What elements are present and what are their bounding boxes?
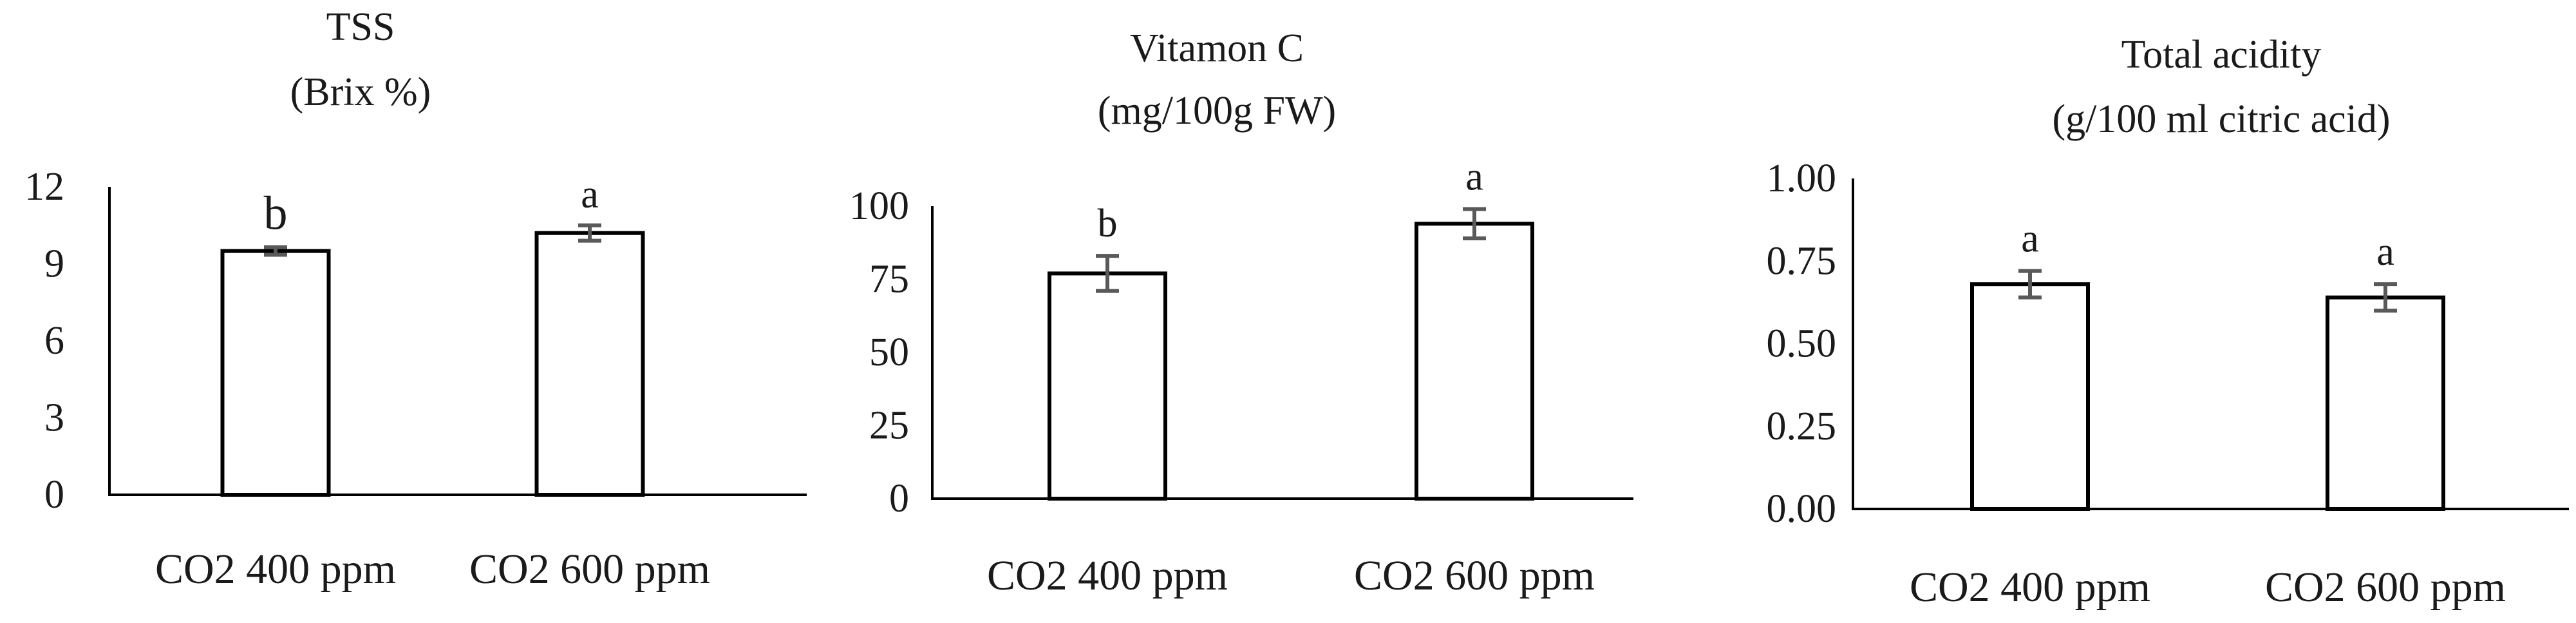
total-acidity-x-label-co2-400: CO2 400 ppm — [1910, 564, 2150, 611]
tss-y-tick-label: 6 — [44, 319, 64, 363]
tss-chart-title-line2: (Brix %) — [290, 70, 431, 114]
total-acidity-bar-co2-400 — [1970, 282, 2090, 511]
tss-y-tick-label: 3 — [44, 396, 64, 440]
tss-y-tick-label: 0 — [44, 473, 64, 517]
vitamin-c-bar-co2-600 — [1415, 222, 1534, 501]
vitamin-c-y-tick-label: 25 — [869, 404, 909, 448]
total-acidity-error-bar-co2-600 — [2374, 282, 2397, 313]
vitamin-c-x-label-co2-400: CO2 400 ppm — [987, 552, 1228, 599]
tss-x-label-co2-600: CO2 600 ppm — [469, 546, 710, 593]
total-acidity-significance-co2-600: a — [2376, 230, 2394, 274]
vitamin-c-error-bar-co2-600 — [1463, 207, 1486, 240]
vitamin-c-chart-title-line2: (mg/100g FW) — [1098, 89, 1336, 133]
vitamin-c-error-bar-co2-400 — [1096, 254, 1119, 293]
total-acidity-chart-title-line2: (g/100 ml citric acid) — [2052, 97, 2390, 141]
vitamin-c-y-tick-label: 75 — [869, 258, 909, 302]
tss-bar-co2-400 — [220, 249, 331, 497]
total-acidity-y-tick-label: 0.75 — [1767, 239, 1837, 283]
total-acidity-y-tick-label: 0.00 — [1767, 487, 1837, 531]
total-acidity-chart: Total acidity (g/100 ml citric acid) 0.0… — [1767, 33, 2569, 611]
vitamin-c-y-tick-label: 100 — [849, 184, 909, 228]
total-acidity-bar-co2-600 — [2326, 295, 2445, 511]
tss-y-tick-label: 12 — [24, 165, 64, 209]
total-acidity-y-tick-label: 0.50 — [1767, 322, 1837, 366]
total-acidity-x-label-co2-600: CO2 600 ppm — [2265, 564, 2506, 611]
vitamin-c-significance-co2-400: b — [1098, 202, 1118, 245]
total-acidity-significance-co2-400: a — [2021, 217, 2039, 261]
vitamin-c-significance-co2-600: a — [1465, 155, 1483, 199]
tss-y-ticks: 0 3 6 9 12 — [24, 165, 64, 517]
tss-bar-co2-600 — [534, 231, 645, 497]
tss-error-bar-co2-400 — [264, 245, 287, 257]
tss-y-tick-label: 9 — [44, 242, 64, 286]
vitamin-c-y-tick-label: 0 — [889, 477, 909, 521]
tss-significance-co2-600: a — [581, 173, 599, 216]
tss-significance-co2-400: b — [264, 187, 288, 240]
vitamin-c-y-ticks: 0 25 50 75 100 — [849, 184, 909, 521]
total-acidity-error-bar-co2-400 — [2018, 269, 2042, 300]
vitamin-c-bar-co2-400 — [1048, 271, 1167, 501]
tss-x-label-co2-400: CO2 400 ppm — [155, 546, 396, 593]
vitamin-c-chart-title-line1: Vitamon C — [1130, 26, 1304, 70]
vitamin-c-y-tick-label: 50 — [869, 331, 909, 374]
total-acidity-y-ticks: 0.00 0.25 0.50 0.75 1.00 — [1767, 157, 1837, 531]
tss-error-bar-co2-600 — [578, 223, 601, 243]
tss-chart-title-line1: TSS — [326, 5, 395, 49]
vitamin-c-bars: ba — [1048, 155, 1534, 501]
vitamin-c-x-label-co2-600: CO2 600 ppm — [1354, 552, 1595, 599]
total-acidity-y-tick-label: 1.00 — [1767, 157, 1837, 200]
total-acidity-y-tick-label: 0.25 — [1767, 405, 1837, 448]
total-acidity-chart-title-line1: Total acidity — [2121, 33, 2322, 77]
